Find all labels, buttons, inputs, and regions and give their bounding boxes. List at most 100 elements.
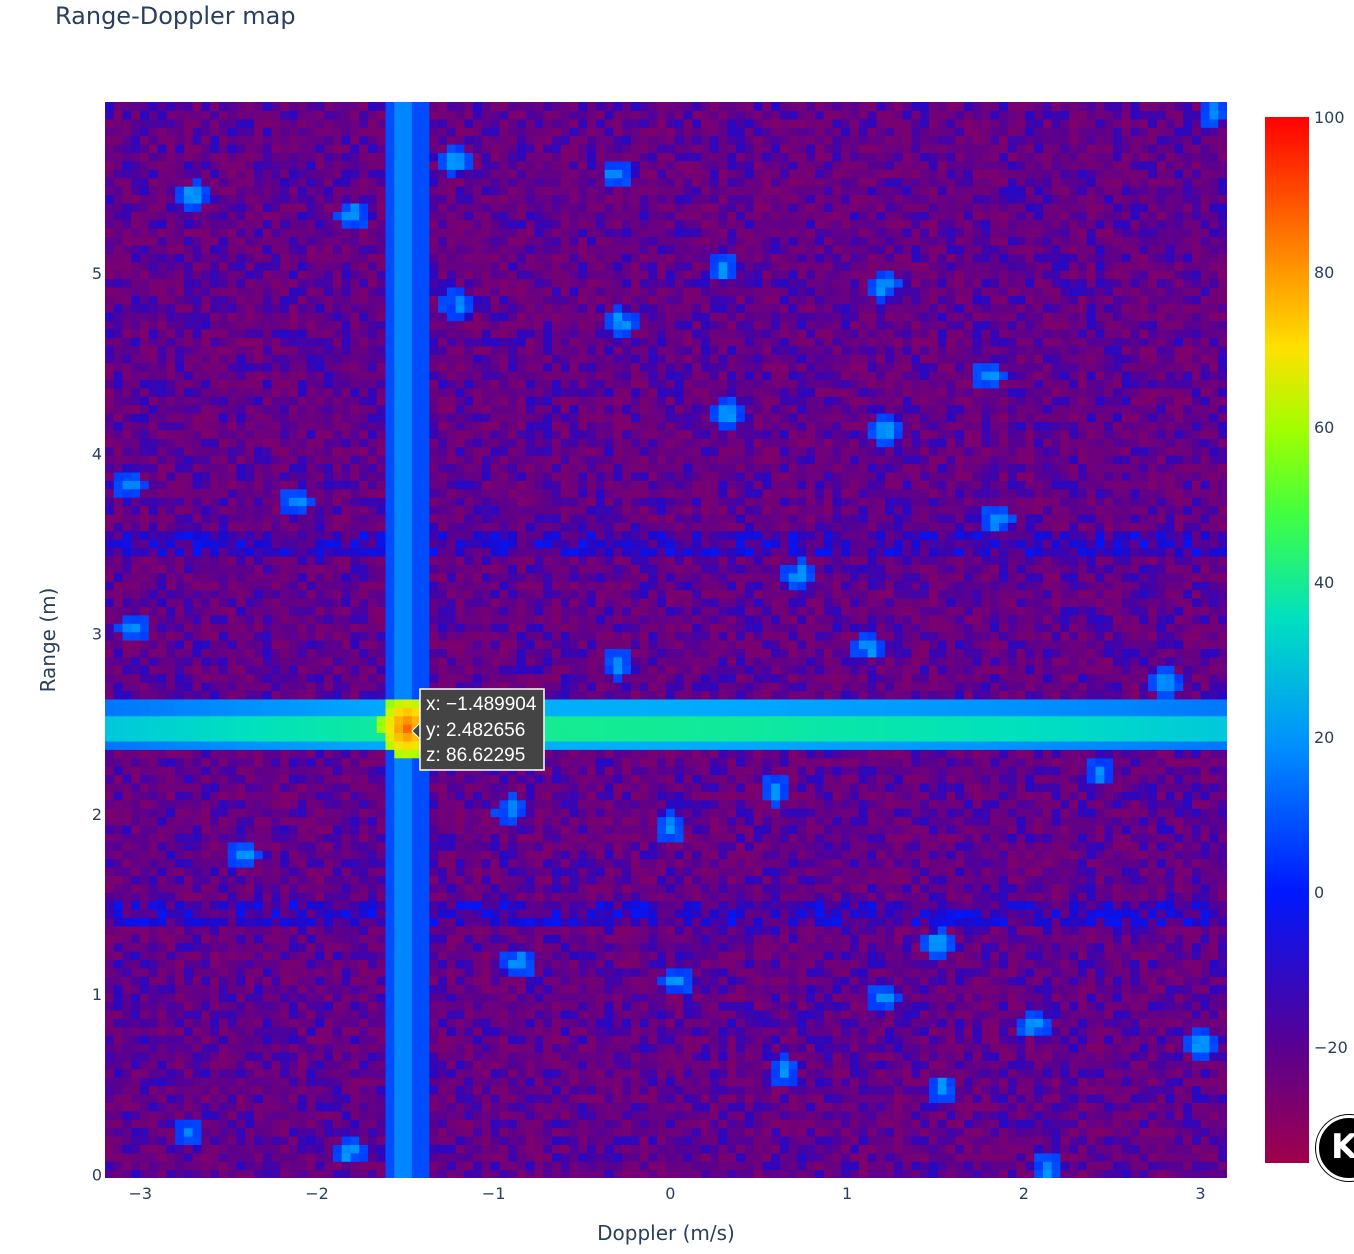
heatmap-cell <box>315 1060 325 1070</box>
heatmap-cell <box>560 1077 571 1087</box>
heatmap-cell <box>201 925 211 935</box>
heatmap-cell <box>613 1093 623 1103</box>
heatmap-cell <box>1077 909 1088 919</box>
heatmap-cell <box>236 1135 246 1145</box>
heatmap-cell <box>692 959 702 969</box>
heatmap-cell <box>779 1009 790 1019</box>
heatmap-cell <box>622 1085 632 1095</box>
heatmap-cell <box>937 1135 948 1145</box>
heatmap-cell <box>271 1161 281 1171</box>
heatmap-cell <box>709 866 720 876</box>
heatmap-cell <box>1191 866 1202 876</box>
heatmap-cell <box>131 984 141 994</box>
heatmap-cell <box>271 1127 281 1137</box>
heatmap-cell <box>604 942 615 952</box>
heatmap-cell <box>858 967 869 977</box>
heatmap-cell <box>131 883 141 893</box>
heatmap-cell <box>569 866 579 876</box>
heatmap-cell <box>1016 1060 1026 1070</box>
heatmap-cell <box>271 976 281 986</box>
heatmap-cell <box>534 1161 544 1171</box>
heatmap-cell <box>753 1035 764 1045</box>
heatmap-cell <box>1165 1068 1176 1078</box>
heatmap-cell <box>157 1110 167 1120</box>
heatmap-cell <box>359 1026 369 1036</box>
heatmap-cell <box>841 942 851 952</box>
heatmap-cell <box>446 858 457 868</box>
heatmap-cell <box>1200 1102 1211 1112</box>
heatmap-cell <box>1113 976 1123 986</box>
heatmap-cell <box>885 875 895 885</box>
heatmap-cell <box>622 909 632 919</box>
heatmap-cell <box>113 951 124 961</box>
heatmap[interactable] <box>105 102 1228 1179</box>
heatmap-cell <box>1130 925 1140 935</box>
heatmap-cell <box>210 1144 220 1154</box>
heatmap-cell <box>560 1001 571 1011</box>
heatmap-cell <box>692 1001 702 1011</box>
heatmap-cell <box>622 858 632 868</box>
heatmap-cell <box>525 909 536 919</box>
heatmap-cell <box>525 1026 536 1036</box>
heatmap-cell <box>560 1169 571 1178</box>
heatmap-cell <box>701 900 711 910</box>
heatmap-cell <box>885 1018 895 1028</box>
heatmap-cell <box>990 925 1000 935</box>
heatmap-cell <box>1016 993 1026 1003</box>
heatmap-cell <box>604 967 615 977</box>
heatmap-cell <box>911 858 921 868</box>
heatmap-cell <box>657 1035 667 1045</box>
heatmap-cell <box>718 1119 728 1129</box>
heatmap-cell <box>341 993 352 1003</box>
heatmap-cell <box>367 1152 378 1162</box>
heatmap-cell <box>1069 951 1079 961</box>
heatmap-cell <box>183 967 194 977</box>
heatmap-cell <box>332 917 343 927</box>
heatmap-cell <box>946 1035 956 1045</box>
heatmap-cell <box>394 1077 404 1087</box>
heatmap-cell <box>972 1144 983 1154</box>
heatmap-cell <box>744 1127 755 1137</box>
heatmap-cell <box>359 1051 369 1061</box>
heatmap-cell <box>227 1018 238 1028</box>
heatmap-cell <box>999 984 1009 994</box>
heatmap-cell <box>981 1068 991 1078</box>
heatmap-cell <box>1095 976 1105 986</box>
heatmap-cell <box>367 1077 378 1087</box>
heatmap-cell <box>122 1018 132 1028</box>
heatmap-cell <box>446 967 457 977</box>
heatmap-cell <box>411 1093 422 1103</box>
heatmap-cell <box>429 984 439 994</box>
heatmap-cell <box>639 1043 650 1053</box>
heatmap-cell <box>525 875 536 885</box>
heatmap-cell <box>727 1001 737 1011</box>
heatmap-cell <box>245 925 255 935</box>
heatmap-cell <box>271 850 281 860</box>
heatmap-cell <box>403 875 413 885</box>
heatmap-cell <box>148 1093 159 1103</box>
heatmap-cell <box>1183 1093 1193 1103</box>
heatmap-cell <box>569 1127 579 1137</box>
heatmap-cell <box>245 1144 255 1154</box>
heatmap-cell <box>683 1043 693 1053</box>
heatmap-cell <box>464 993 474 1003</box>
heatmap-cell <box>183 875 194 885</box>
heatmap-cell <box>920 909 930 919</box>
heatmap-cell <box>438 875 448 885</box>
heatmap-cell <box>394 984 404 994</box>
heatmap-cell <box>341 883 352 893</box>
heatmap-cell <box>411 1127 422 1137</box>
heatmap-cell <box>911 1026 921 1036</box>
heatmap-cell <box>1121 1161 1132 1171</box>
heatmap-cell <box>832 892 842 902</box>
heatmap-cell <box>429 976 439 986</box>
heatmap-cell <box>289 976 299 986</box>
heatmap-cell <box>771 1085 781 1095</box>
heatmap-cell <box>578 934 588 944</box>
heatmap-cell <box>964 1068 974 1078</box>
heatmap-cell <box>376 1051 387 1061</box>
heatmap-cell <box>1139 934 1149 944</box>
heatmap-cell <box>1007 993 1018 1003</box>
heatmap-cell <box>850 1043 860 1053</box>
